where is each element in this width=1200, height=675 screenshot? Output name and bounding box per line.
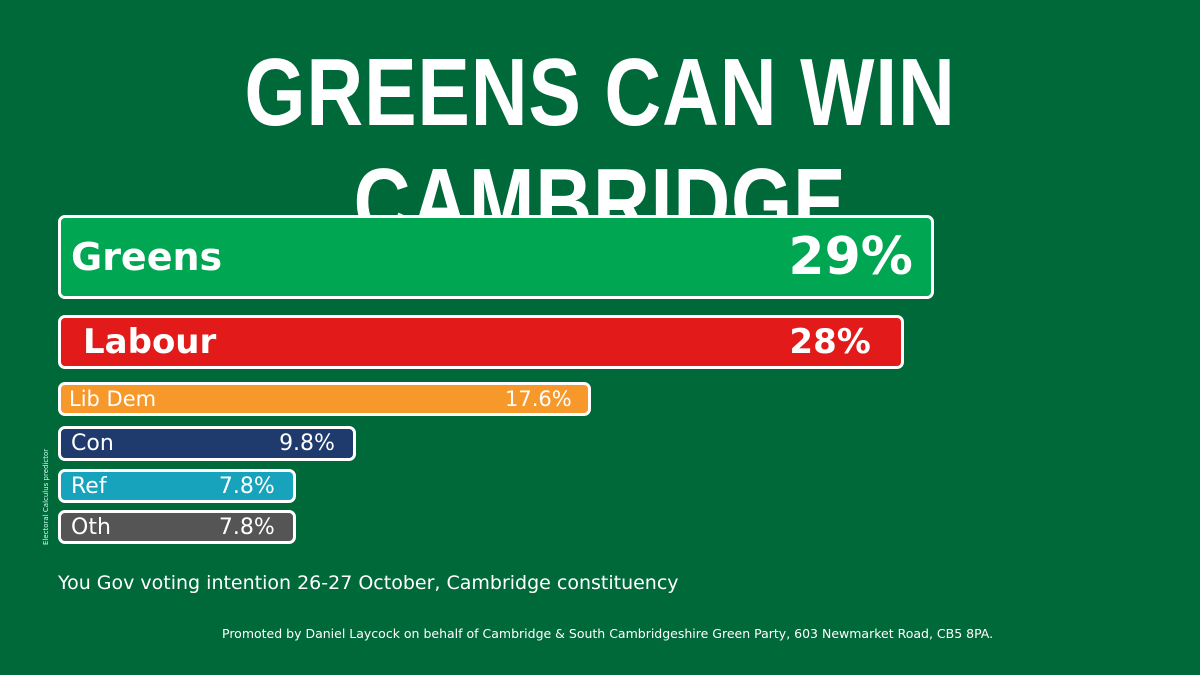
bar-oth: Oth 7.8% — [58, 510, 296, 544]
bar-value-label: 7.8% — [218, 514, 275, 540]
bar-lib-dem: Lib Dem 17.6% — [58, 382, 591, 416]
bar-label: Ref — [71, 473, 107, 499]
chart-title: GREENS CAN WIN CAMBRIDGE — [244, 39, 956, 256]
bar-label: Lib Dem — [69, 387, 157, 411]
bar-greens: Greens 29% — [58, 215, 934, 299]
bar-label: Labour — [83, 322, 217, 362]
bar-label: Oth — [71, 514, 111, 540]
imprint: Promoted by Daniel Laycock on behalf of … — [222, 626, 994, 641]
bar-value-label: 29% — [788, 227, 913, 287]
bar-label: Greens — [71, 235, 223, 279]
bar-value-label: 7.8% — [218, 473, 275, 499]
bar-con: Con 9.8% — [58, 426, 356, 461]
source-note: Electoral Calculus predictor — [42, 448, 50, 545]
bar-value-label: 17.6% — [505, 387, 572, 411]
bar-labour: Labour 28% — [58, 315, 904, 369]
bar-value-label: 28% — [789, 322, 871, 362]
bar-value-label: 9.8% — [279, 431, 335, 456]
caption: You Gov voting intention 26-27 October, … — [58, 572, 679, 594]
bar-label: Con — [71, 431, 114, 456]
bar-ref: Ref 7.8% — [58, 469, 296, 503]
